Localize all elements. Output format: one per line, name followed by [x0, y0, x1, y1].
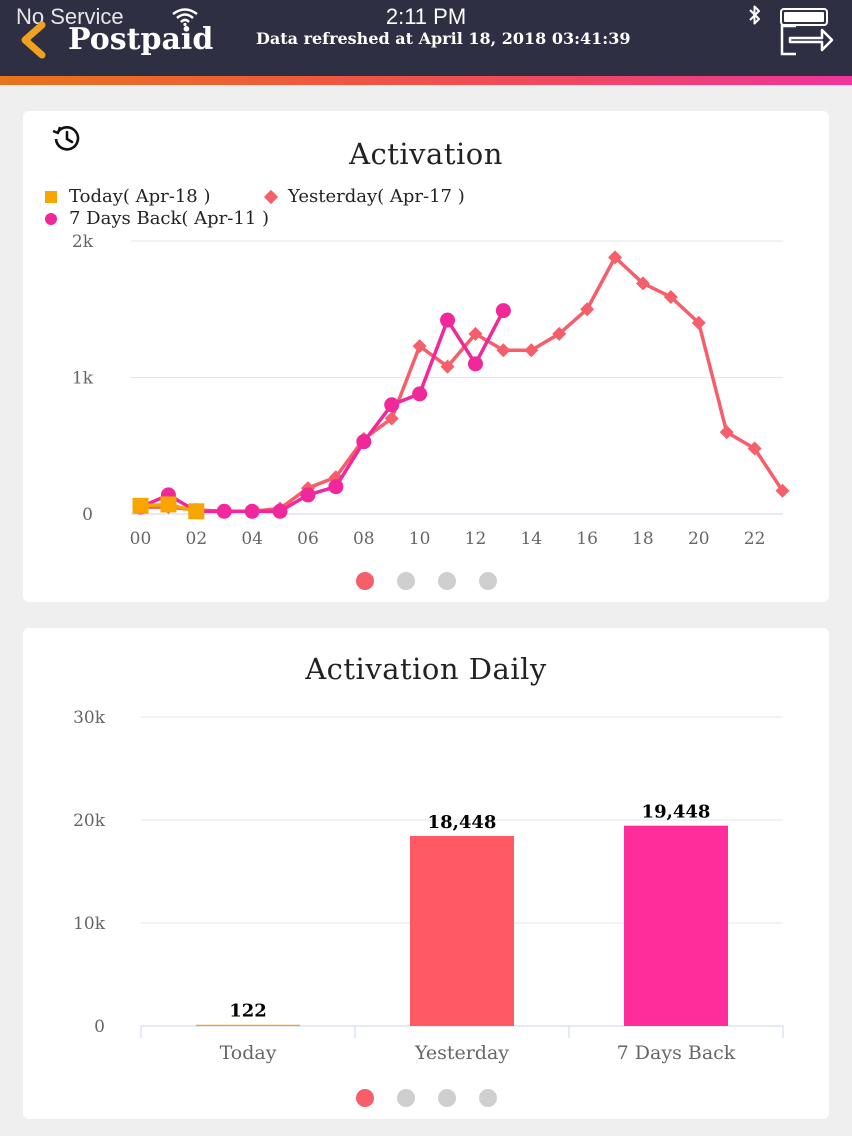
data-point[interactable]: [412, 386, 428, 402]
data-point[interactable]: [467, 356, 483, 372]
activation-daily-bar-chart: 0 10k 20k 30k 122 Today 18,448 Yesterday 19,448 7…: [73, 708, 784, 1064]
x-category-label: Yesterday: [414, 1042, 509, 1064]
y-tick-label: 10k: [73, 914, 106, 934]
pager-dot[interactable]: [478, 572, 497, 590]
history-icon[interactable]: [51, 123, 81, 153]
data-point[interactable]: [412, 339, 427, 354]
x-tick-label: 20: [688, 529, 710, 549]
data-point[interactable]: [524, 343, 539, 358]
data-point[interactable]: [747, 441, 762, 456]
data-point[interactable]: [691, 315, 706, 330]
data-point[interactable]: [440, 312, 456, 328]
data-point[interactable]: [216, 503, 232, 519]
legend-label: Today( Apr-18 ): [69, 186, 211, 207]
x-tick-label: 16: [576, 529, 598, 549]
data-point[interactable]: [552, 326, 567, 341]
data-point[interactable]: [468, 326, 483, 341]
bar[interactable]: [624, 825, 728, 1026]
legend-label: Yesterday( Apr-17 ): [288, 186, 465, 207]
x-tick-label: 14: [520, 529, 542, 549]
legend-item-yesterday[interactable]: Yesterday( Apr-17 ): [263, 186, 465, 207]
bluetooth-icon: [748, 4, 762, 32]
activation-daily-card: Activation Daily 0 10k 20k 30k 122 Today 18,44…: [23, 628, 829, 1119]
pager-dot[interactable]: [355, 572, 374, 590]
x-tick-label: 04: [241, 529, 263, 549]
y-tick-label: 2k: [72, 232, 94, 252]
x-tick-label: 12: [465, 529, 487, 549]
clock: 2:11 PM: [385, 4, 467, 29]
logout-icon[interactable]: [778, 22, 834, 58]
x-tick-label: 02: [186, 529, 208, 549]
x-tick-label: 18: [632, 529, 654, 549]
data-point[interactable]: [188, 503, 205, 520]
chevron-left-icon[interactable]: [14, 20, 52, 60]
y-tick-label: 0: [94, 1017, 105, 1037]
logout-button[interactable]: [778, 22, 834, 58]
chart-title: Activation Daily: [305, 652, 547, 686]
data-point[interactable]: [775, 483, 790, 498]
y-tick-label: 1k: [72, 369, 94, 389]
x-tick-label: 06: [297, 529, 319, 549]
data-point[interactable]: [160, 496, 177, 513]
activation-card: Activation Today( Apr-18 ) Yesterday( Ap…: [23, 111, 829, 602]
chart-pager: [23, 1089, 829, 1107]
activation-line-chart: 0 1k 2k 00 02 04 06 08 10 12 14 16 18 20 22: [72, 232, 790, 549]
pager-dot[interactable]: [355, 1089, 374, 1107]
y-tick-label: 20k: [73, 811, 106, 831]
legend-label: 7 Days Back( Apr-11 ): [69, 208, 270, 229]
data-point[interactable]: [244, 503, 260, 519]
data-point[interactable]: [300, 487, 316, 503]
circle-marker-icon: [45, 212, 57, 225]
data-point[interactable]: [580, 302, 595, 317]
data-point[interactable]: [384, 397, 400, 413]
data-refreshed-text: Data refreshed at April 18, 2018 03:41:3…: [256, 29, 631, 48]
data-point[interactable]: [384, 411, 399, 426]
data-point[interactable]: [356, 434, 372, 450]
bar-value-label: 19,448: [642, 802, 711, 823]
pager-dot[interactable]: [396, 572, 415, 590]
x-category-label: Today: [220, 1042, 277, 1064]
back-button[interactable]: [14, 20, 52, 60]
x-category-label: 7 Days Back: [617, 1042, 736, 1064]
app-header: [0, 0, 852, 76]
x-tick-label: 10: [409, 529, 431, 549]
pager-dot[interactable]: [437, 572, 456, 590]
data-point[interactable]: [272, 503, 288, 519]
chart-title: Activation: [349, 137, 503, 171]
bar[interactable]: [410, 835, 514, 1026]
data-point[interactable]: [328, 479, 344, 495]
square-marker-icon: [45, 190, 57, 203]
wifi-icon: [172, 6, 198, 32]
carrier-label: No Service: [16, 4, 124, 29]
data-point[interactable]: [719, 425, 734, 440]
chart-pager: [23, 572, 829, 590]
data-point[interactable]: [496, 343, 511, 358]
series-line: [140, 255, 784, 514]
pager-dot[interactable]: [396, 1089, 415, 1107]
battery-icon: [780, 8, 828, 26]
x-tick-label: 08: [353, 529, 375, 549]
data-point[interactable]: [440, 359, 455, 374]
data-point[interactable]: [495, 303, 511, 319]
legend-item-today[interactable]: Today( Apr-18 ): [45, 186, 210, 207]
legend-item-7-days-back[interactable]: 7 Days Back( Apr-11 ): [45, 208, 269, 229]
data-point[interactable]: [663, 289, 678, 304]
data-point[interactable]: [132, 497, 149, 514]
pager-dot[interactable]: [478, 1089, 497, 1107]
x-tick-label: 22: [744, 529, 766, 549]
bar-value-label: 18,448: [428, 812, 497, 833]
y-tick-label: 0: [82, 505, 93, 525]
x-tick-label: 00: [130, 529, 152, 549]
bar[interactable]: [196, 1024, 300, 1026]
pager-dot[interactable]: [437, 1089, 456, 1107]
data-point[interactable]: [635, 276, 650, 291]
page-title: Postpaid: [68, 22, 214, 57]
header-gradient-stripe: [0, 76, 852, 85]
status-bar: No Service 2:11 PM: [0, 0, 852, 34]
bar-value-label: 122: [229, 1001, 267, 1022]
y-tick-label: 30k: [73, 708, 106, 728]
data-point[interactable]: [608, 250, 623, 265]
